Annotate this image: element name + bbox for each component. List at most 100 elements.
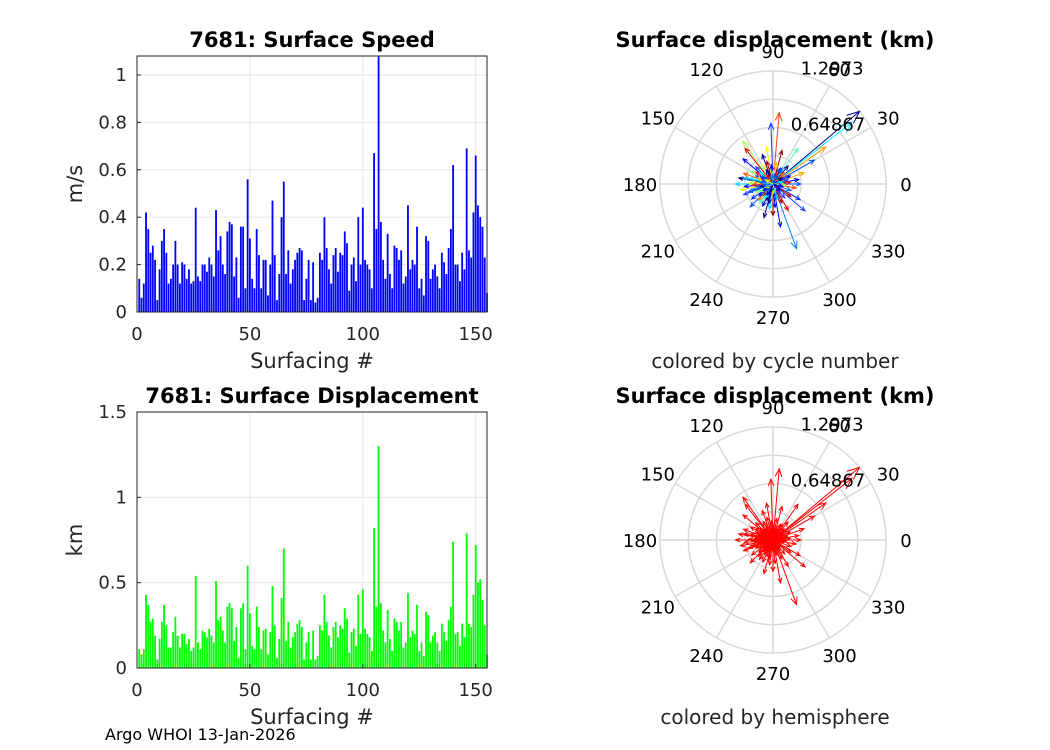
polar-cycle-arrow [772, 183, 781, 192]
polar-cycle-arrow-head [742, 140, 749, 148]
speed-axes-box [136, 55, 488, 313]
polar-cycle-arrow-shaft [772, 183, 776, 193]
displacement-bar [391, 650, 394, 668]
speed-bar [364, 259, 366, 312]
displacement-bar [294, 632, 296, 668]
speed-bar [456, 264, 459, 312]
displacement-bar [465, 533, 468, 668]
polar-hemisphere-arrow-head [771, 528, 777, 535]
polar-hemisphere-arrow-head [764, 501, 770, 509]
speed-bar [425, 236, 427, 312]
speed-y-tick-label: 0.8 [98, 112, 127, 133]
polar-cycle-angle-label: 210 [641, 242, 675, 263]
speed-y-tick-label: 0.2 [98, 255, 127, 276]
footer-credit: Argo WHOI 13-Jan-2026 [105, 725, 296, 744]
displacement-bar [402, 647, 405, 668]
speed-bar [201, 264, 204, 312]
polar-cycle-arrow-head [737, 176, 744, 182]
displacement-bar [445, 640, 448, 668]
displacement-bar [395, 621, 398, 668]
speed-bar [411, 259, 414, 312]
speed-y-tick-label: 0.6 [98, 160, 127, 181]
speed-bar [416, 226, 418, 312]
speed-bar [183, 264, 186, 312]
speed-bar [176, 264, 179, 312]
polar-cycle-arrow-head [771, 172, 777, 179]
polar-hemisphere-arrow-head [777, 577, 783, 585]
displacement-bar [341, 628, 344, 668]
displacement-bar [370, 650, 373, 668]
displacement-x-tick-label: 50 [238, 680, 261, 701]
polar-hemisphere-angle-label: 330 [871, 598, 905, 619]
speed-bar [377, 56, 380, 312]
displacement-bar [217, 620, 220, 668]
polar-hemisphere-arrow-head [767, 554, 773, 561]
polar-cycle-arrow-shaft [772, 183, 781, 192]
displacement-bar [169, 647, 172, 668]
displacement-y-tick-label: 1.5 [98, 402, 127, 423]
speed-bar [217, 250, 220, 312]
speed-bar [174, 240, 177, 312]
speed-bar [393, 245, 396, 312]
polar-cycle-arrow-head [767, 121, 775, 131]
displacement-bar [183, 633, 186, 668]
polar-cycle-arrow [766, 174, 774, 185]
speed-bar [212, 276, 215, 312]
displacement-bar [230, 608, 233, 668]
speed-bar [287, 250, 290, 312]
polar-hemisphere-arrow-head [754, 527, 761, 533]
speed-bar [210, 264, 213, 312]
speed-bar [402, 283, 405, 312]
polar-cycle-arrow-head [766, 174, 772, 181]
polar-hemisphere-arrow-shaft [765, 535, 774, 541]
speed-bar [138, 278, 141, 312]
displacement-x-axis-label: Surfacing # [250, 705, 374, 729]
polar-hemisphere-arrow-head [785, 547, 792, 554]
speed-bar [328, 269, 330, 312]
polar-cycle-arrow-shaft [772, 121, 853, 185]
polar-hemisphere-arrow-head [777, 533, 784, 539]
displacement-bar [303, 659, 305, 668]
displacement-bar [468, 623, 470, 668]
speed-bar [429, 278, 432, 312]
displacement-bar [449, 606, 452, 668]
polar-hemisphere-arrow [772, 539, 792, 554]
displacement-bar [194, 575, 197, 668]
polar-hemisphere-arrow-shaft [772, 529, 776, 541]
polar-hemisphere-arrow-head [758, 554, 765, 561]
speed-bar [145, 212, 147, 312]
displacement-bar [384, 642, 387, 668]
polar-hemisphere-arrow-head [766, 530, 772, 537]
polar-hemisphere-arrow-head [762, 568, 768, 575]
speed-bar [309, 300, 312, 312]
speed-x-tick-label: 100 [346, 324, 380, 345]
polar-hemisphere-arrow-head [765, 524, 771, 531]
displacement-bar [436, 642, 439, 668]
displacement-bar [314, 659, 317, 668]
polar-hemisphere-arrow-head [777, 523, 783, 530]
displacement-bar [375, 606, 378, 668]
speed-bar [459, 281, 461, 312]
polar-cycle-arrow-head [778, 149, 784, 156]
polar-cycle-arrow-head [742, 176, 750, 182]
displacement-bar [226, 606, 229, 668]
polar-cycle-arrow-shaft [772, 183, 792, 197]
displacement-bar [239, 608, 242, 668]
polar-cycle-arrow-head [765, 160, 771, 167]
displacement-bar [332, 627, 335, 668]
polar-cycle-arrow-head [783, 165, 789, 171]
displacement-bar [434, 632, 436, 668]
displacement-bar [296, 623, 299, 668]
polar-hemisphere-arrow-head [777, 553, 783, 561]
displacement-bar [364, 628, 366, 668]
speed-x-tick-label: 150 [459, 324, 493, 345]
polar-cycle-arrow-head [757, 195, 764, 202]
polar-cycle-arrow-head [750, 194, 757, 200]
displacement-bar [267, 654, 269, 668]
polar-cycle-arrow-head [767, 204, 773, 211]
displacement-bar [334, 621, 337, 668]
polar-hemisphere-angle-label: 210 [641, 598, 675, 619]
speed-bar [398, 259, 400, 312]
polar-hemisphere-arrow-head [770, 524, 776, 531]
displacement-bar [420, 642, 423, 668]
